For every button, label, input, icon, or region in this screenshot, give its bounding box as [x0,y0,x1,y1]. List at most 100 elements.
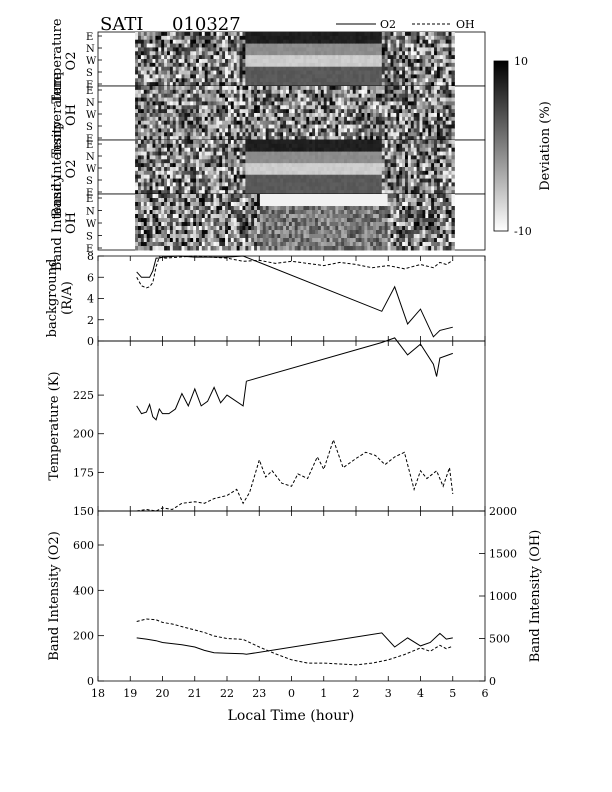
keogram-direction-tick: W [86,110,97,121]
keogram-direction-tick: E [86,80,93,91]
line-charts: 0246815017520022502004006000500100015002… [73,250,517,700]
y-tick-label-right: 500 [489,633,510,646]
keogram-direction-tick: N [86,44,95,55]
band-o2-ylabel: Band Intensity (O2) [47,531,62,661]
keogram-cells [135,140,455,195]
band-o2-line [136,632,453,655]
keogram-direction-tick: N [86,98,95,109]
keogram-direction-tick: E [86,188,93,199]
keogram-cells [135,194,455,251]
x-axis: 18 19 20 21 22 23 0 1 2 3 4 5 6 [91,256,489,700]
x-axis-title: Local Time (hour) [228,708,355,724]
keogram-direction-tick: E [86,194,93,205]
temperature-o2-line-0 [136,381,247,421]
y-tick-label: 175 [73,466,94,479]
y-tick-label: 0 [87,335,94,348]
plot-frame [97,510,486,682]
keogram-direction-tick: E [86,134,93,145]
x-tick-label: 1 [320,687,327,700]
figure-date: 010327 [172,14,241,35]
x-tick-label: 2 [353,687,360,700]
keogram-panel-4-species: OH [64,212,79,234]
keogram-cells [135,32,455,87]
keogram-direction-tick: S [86,122,93,133]
y-tick-label: 225 [73,389,94,402]
colorbar-max-label: 10 [514,55,528,68]
background-o2-line [136,255,453,338]
colorbar-gradient [493,60,509,232]
temperature-ylabel: Temperature (K) [47,371,62,480]
x-tick-label: 3 [385,687,392,700]
keogram-panel-3-label: Band Intensity [50,120,65,217]
x-tick-label: 4 [417,687,424,700]
keogram-labels: Temperature O2 Temperature OH Band Inten… [50,18,79,271]
chart-axis-titles: background (R/A) Temperature (K) Band In… [45,259,543,663]
y-tick-label: 8 [87,250,94,263]
keogram-direction-tick: S [86,232,93,243]
colorbar-title: Deviation (%) [538,101,553,191]
keogram-direction-tick: E [86,32,93,43]
y-tick-label: 0 [87,675,94,688]
keogram-direction-tick: W [86,56,97,67]
x-tick-label: 20 [156,687,170,700]
x-tick-label: 6 [482,687,489,700]
temperature-o2-line-1 [246,337,453,382]
keogram-panel-1-species: O2 [64,52,79,71]
keogram-direction-tick: W [86,164,97,175]
y-tick-label: 400 [73,584,94,597]
background-chart: 0 2 4 6 8 [87,250,486,348]
y-tick-label: 150 [73,505,94,518]
colorbar-min-label: -10 [514,225,532,238]
background-ylabel-unit: (R/A) [60,281,75,315]
legend-oh-label: OH [456,18,475,31]
y-tick-label: 6 [87,271,94,284]
background-ylabel: background [45,259,60,338]
keogram-direction-tick: W [86,219,97,230]
keogram-direction-tick: S [86,176,93,187]
keogram-direction-tick: N [86,207,95,218]
temperature-oh-line-2 [136,438,454,512]
keogram-direction-tick: S [86,68,93,79]
y-tick-label-right: 2000 [489,505,517,518]
x-tick-label: 23 [252,687,266,700]
y-tick-label: 600 [73,539,94,552]
x-tick-label: 18 [91,687,105,700]
keogram-panel-4-label: Band Intensity [50,174,65,271]
background-oh-line [136,255,454,289]
keogram-direction-tick: N [86,152,95,163]
band-oh-line [136,618,453,666]
y-tick-label: 4 [87,293,94,306]
x-tick-label: 19 [123,687,137,700]
keogram-cells [135,86,455,141]
y-tick-label: 200 [73,630,94,643]
temperature-chart: 150 175 200 225 [73,337,486,518]
band-intensity-chart: 0 200 400 600 0 500 1000 1500 2000 [73,505,517,688]
x-tick-label: 21 [188,687,202,700]
legend: O2 OH [336,18,475,31]
x-tick-label: 5 [449,687,456,700]
x-tick-label: 22 [220,687,234,700]
x-tick-label: 0 [288,687,295,700]
keogram-direction-tick: E [86,140,93,151]
colorbar: 10 -10 Deviation (%) [493,55,553,238]
keogram-direction-tick: E [86,86,93,97]
y-tick-label-right: 1500 [489,548,517,561]
band-oh-ylabel: Band Intensity (OH) [528,530,543,663]
keogram-panel-2-species: OH [64,104,79,126]
keogram-panel-1-label: Temperature [50,18,65,103]
figure-title: SATI [100,14,143,35]
keogram-direction-tick: E [86,244,93,255]
legend-o2-label: O2 [380,18,396,31]
y-tick-label: 200 [73,428,94,441]
y-tick-label-right: 1000 [489,590,517,603]
keogram-panel-2-label: Temperature [50,72,65,157]
keogram-panel-3-species: O2 [64,160,79,179]
y-tick-label-right: 0 [489,675,496,688]
y-tick-label: 2 [87,314,94,327]
